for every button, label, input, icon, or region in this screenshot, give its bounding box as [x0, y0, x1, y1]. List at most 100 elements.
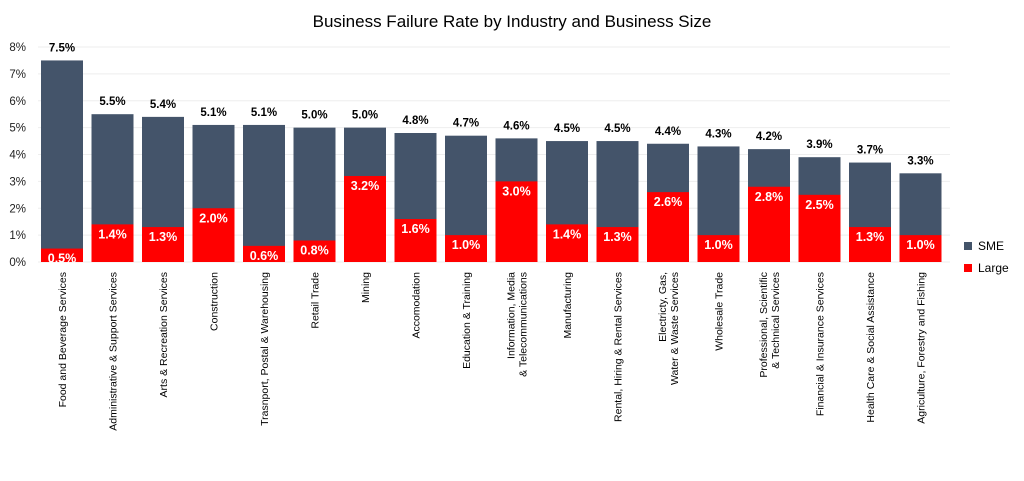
y-tick-label: 0%	[9, 257, 26, 269]
data-label-large: 3.0%	[502, 184, 531, 198]
data-label-large: 2.8%	[755, 190, 784, 204]
svg-text:Wholesale Trade: Wholesale Trade	[714, 272, 726, 351]
bar-large	[546, 224, 588, 262]
x-tick-label: Rental, Hiring & Rental Services	[613, 272, 625, 422]
data-label-large: 2.6%	[654, 195, 683, 209]
y-tick-label: 2%	[9, 203, 26, 215]
bars	[41, 60, 942, 262]
data-label-large: 0.5%	[48, 252, 77, 266]
y-tick-label: 3%	[9, 176, 26, 188]
x-tick-label: Professional, Scientific& Technical Serv…	[758, 272, 782, 378]
data-label-large: 1.4%	[553, 227, 582, 241]
bar-large	[142, 227, 184, 262]
bar-large	[445, 235, 487, 262]
bar-large	[849, 227, 891, 262]
data-label-sme: 5.1%	[251, 107, 277, 119]
bar-sme	[293, 127, 336, 262]
y-axis: 0% 1% 2% 3% 4% 5% 6% 7% 8%	[9, 42, 26, 269]
data-label-large: 1.0%	[452, 238, 481, 252]
data-label-large: 1.4%	[98, 227, 127, 241]
bar-sme	[41, 60, 83, 262]
svg-text:Professional, Scientific& Tech: Professional, Scientific& Technical Serv…	[758, 272, 782, 378]
svg-text:Construction: Construction	[209, 272, 221, 331]
bar-large	[748, 186, 790, 262]
x-tick-label: Education & Training	[461, 272, 473, 369]
svg-text:Retail Trade: Retail Trade	[310, 272, 322, 329]
data-label-sme: 3.7%	[857, 145, 883, 157]
chart-title: Business Failure Rate by Industry and Bu…	[313, 12, 712, 31]
data-label-large: 1.6%	[401, 222, 430, 236]
svg-text:Food and Beverage Services: Food and Beverage Services	[57, 272, 69, 407]
y-tick-label: 8%	[9, 42, 26, 54]
data-label-sme: 4.6%	[503, 120, 529, 132]
bar-large	[344, 176, 386, 262]
svg-text:Mining: Mining	[360, 272, 372, 303]
svg-text:Rental, Hiring & Rental Servic: Rental, Hiring & Rental Services	[613, 272, 625, 422]
gridlines	[38, 46, 950, 263]
y-tick-label: 4%	[9, 150, 26, 162]
data-label-sme: 4.5%	[604, 123, 630, 135]
legend-swatch	[964, 264, 972, 272]
bar-large	[192, 208, 235, 262]
data-label-large: 0.8%	[300, 244, 329, 258]
legend-swatch	[964, 242, 972, 250]
data-label-large: 1.3%	[149, 230, 178, 244]
x-tick-label: Electricty, Gas,Water & Waste Services	[657, 272, 681, 385]
data-label-sme: 4.3%	[705, 128, 731, 140]
data-label-sme: 4.2%	[756, 131, 782, 143]
data-label-large: 3.2%	[351, 179, 380, 193]
data-label-sme: 5.0%	[352, 110, 378, 122]
svg-text:Health Care & Social Assistanc: Health Care & Social Assistance	[865, 272, 877, 423]
data-label-large: 2.5%	[805, 198, 834, 212]
data-label-large: 1.0%	[704, 238, 733, 252]
y-tick-label: 1%	[9, 230, 26, 242]
svg-text:Financial & Insurance Services: Financial & Insurance Services	[815, 272, 827, 416]
svg-text:Trasnport, Postal & Warehousin: Trasnport, Postal & Warehousing	[259, 272, 271, 426]
y-tick-label: 6%	[9, 96, 26, 108]
svg-text:Administrative & Support Servi: Administrative & Support Services	[108, 272, 120, 431]
data-label-large: 0.6%	[250, 249, 279, 263]
data-label-sme: 5.1%	[200, 107, 226, 119]
data-label-large: 1.0%	[906, 238, 935, 252]
legend-label: SME	[978, 239, 1004, 253]
data-label-large: 1.3%	[856, 230, 885, 244]
x-tick-label: Mining	[360, 272, 372, 303]
data-label-sme: 4.8%	[402, 115, 428, 127]
data-label-sme: 4.5%	[554, 123, 580, 135]
bar-large	[899, 235, 942, 262]
x-tick-label: Administrative & Support Services	[108, 272, 120, 431]
x-tick-label: Food and Beverage Services	[57, 272, 69, 407]
svg-text:Arts & Recreation Services: Arts & Recreation Services	[158, 272, 170, 397]
data-label-sme: 5.5%	[99, 96, 125, 108]
legend: SME Large	[964, 239, 1009, 275]
bar-sme	[243, 124, 285, 262]
x-tick-label: Information, Media& Telecommunications	[506, 272, 530, 377]
svg-text:Agriculture, Forestry and Fish: Agriculture, Forestry and Fishing	[916, 272, 928, 424]
data-label-sme: 4.7%	[453, 118, 479, 130]
data-label-sme: 3.9%	[806, 139, 832, 151]
bar-large	[495, 181, 538, 262]
svg-text:Accomodation: Accomodation	[411, 272, 423, 339]
x-tick-label: Financial & Insurance Services	[815, 272, 827, 416]
data-label-sme: 5.0%	[301, 110, 327, 122]
bar-large	[41, 248, 83, 262]
y-tick-label: 5%	[9, 123, 26, 135]
data-labels: 7.5% 0.5% 5.5% 1.4% 5.4% 1.3% 5.1% 2.0% 5.1% 0.6%…	[48, 42, 935, 265]
data-label-sme: 3.3%	[907, 155, 933, 167]
x-tick-label: Agriculture, Forestry and Fishing	[916, 272, 928, 424]
x-tick-label: Trasnport, Postal & Warehousing	[259, 272, 271, 426]
svg-text:Information, Media& Telecommun: Information, Media& Telecommunications	[506, 272, 530, 377]
x-tick-label: Arts & Recreation Services	[158, 272, 170, 397]
data-label-large: 1.3%	[603, 230, 632, 244]
data-label-sme: 7.5%	[49, 42, 75, 54]
x-tick-label: Health Care & Social Assistance	[865, 272, 877, 423]
legend-label: Large	[978, 261, 1009, 275]
bar-large	[596, 227, 639, 262]
bar-large	[243, 245, 285, 262]
x-tick-label: Construction	[209, 272, 221, 331]
x-tick-label: Wholesale Trade	[714, 272, 726, 351]
data-label-large: 2.0%	[199, 211, 228, 225]
x-tick-label: Retail Trade	[310, 272, 322, 329]
bar-large	[647, 192, 689, 262]
